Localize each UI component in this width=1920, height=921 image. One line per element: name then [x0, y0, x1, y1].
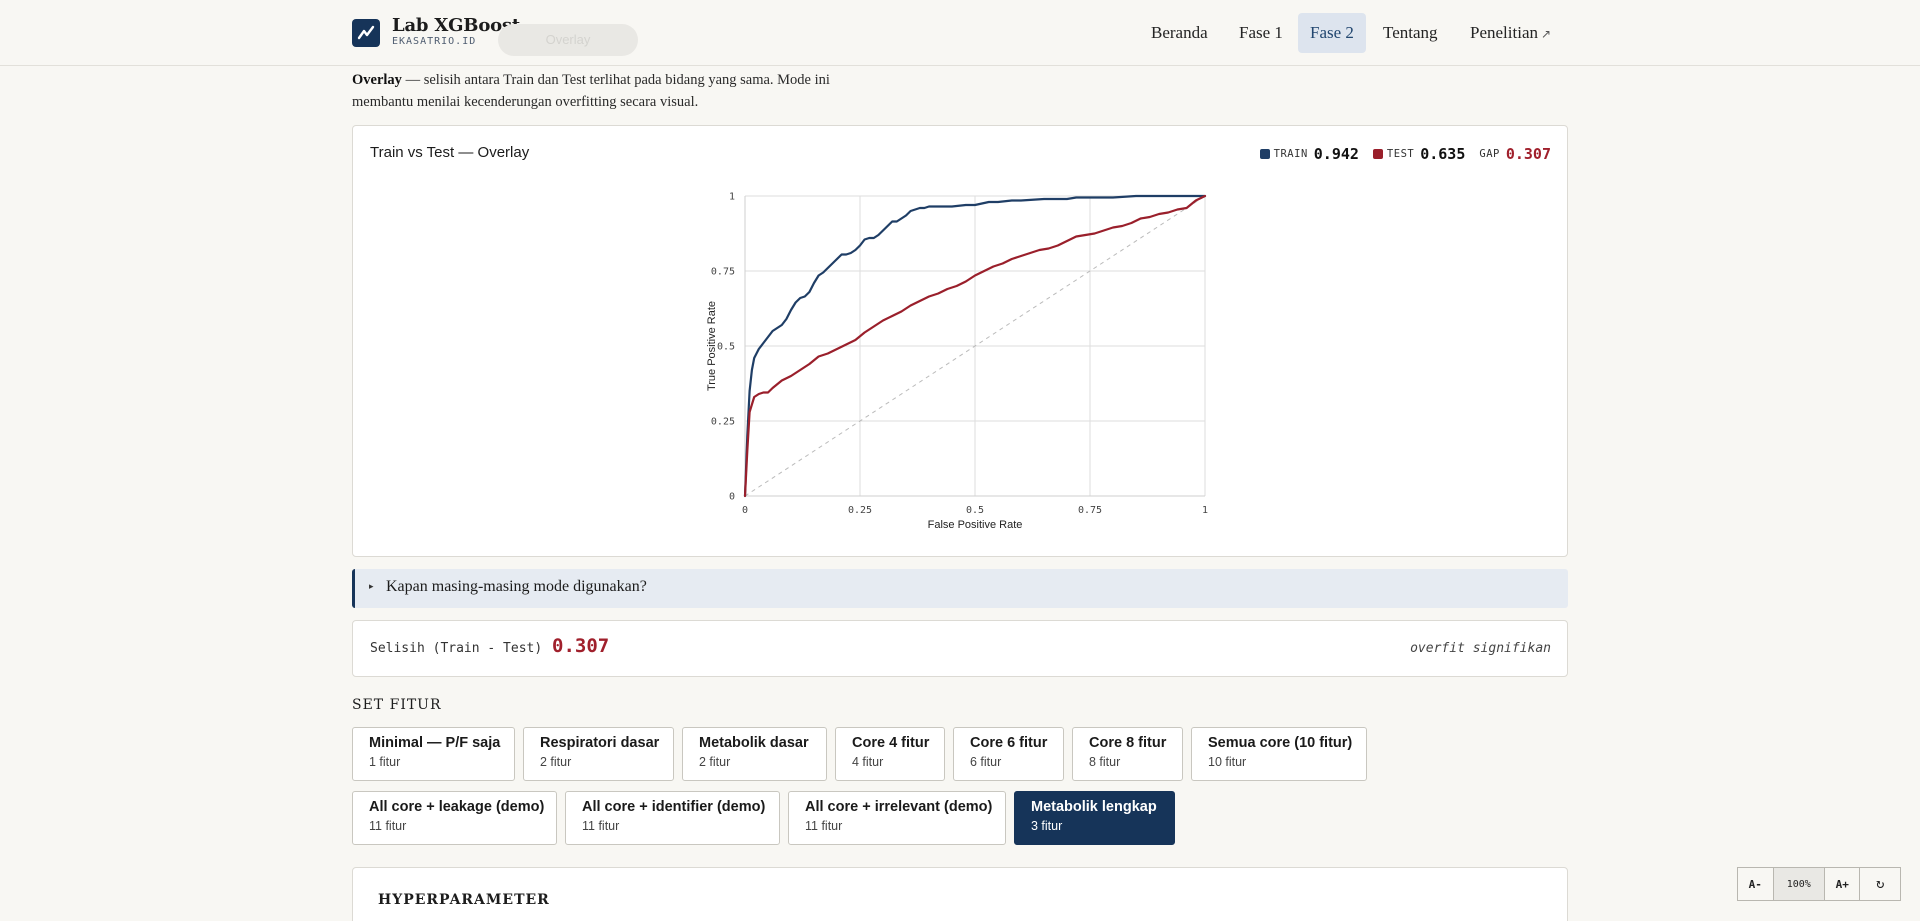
feature-set-name: All core + leakage (demo): [369, 799, 545, 815]
legend-test-key: TEST: [1386, 148, 1415, 160]
nav-item-tentang[interactable]: Tentang: [1383, 23, 1438, 42]
roc-chart-card: 0 0.25 0.5 0.75 1 0 0.25 0.5 0.75 1 False Positive…: [352, 125, 1568, 557]
feature-set-option[interactable]: All core + identifier (demo) 11 fitur: [565, 791, 780, 845]
feature-set-count: 2 fitur: [699, 755, 731, 769]
x-tick-label: 0: [742, 505, 748, 516]
legend-gap-value: 0.307: [1505, 145, 1551, 163]
hyperparameter-card: HYPERPARAMETER: [352, 867, 1568, 921]
feature-set-heading: SET FITUR: [352, 697, 442, 713]
brand-logo-icon[interactable]: [352, 19, 380, 47]
feature-set-option-selected[interactable]: Metabolik lengkap 3 fitur: [1014, 791, 1175, 845]
y-tick-label: 0.75: [711, 267, 735, 278]
feature-set-count: 11 fitur: [582, 819, 620, 833]
brand-name[interactable]: Lab XGBoost: [392, 15, 520, 36]
external-link-icon: ↗: [1540, 27, 1552, 41]
y-tick-label: 0.5: [717, 342, 735, 353]
hyperparameter-heading: HYPERPARAMETER: [378, 892, 550, 908]
top-navigation-bar: Lab XGBoost EKASATRIO.ID Overlay Beranda…: [0, 0, 1920, 66]
nav-item-fase-1[interactable]: Fase 1: [1239, 23, 1283, 42]
font-decrease-button[interactable]: A-: [1738, 868, 1774, 900]
x-tick-label: 0.25: [848, 505, 872, 516]
feature-set-count: 2 fitur: [540, 755, 572, 769]
feature-set-option[interactable]: Core 8 fitur 8 fitur: [1072, 727, 1183, 781]
feature-set-name: Metabolik dasar: [699, 735, 809, 751]
difference-value: 0.307: [552, 635, 610, 657]
legend-gap-key: GAP: [1479, 148, 1500, 160]
ghost-mode-pill: Overlay: [498, 24, 638, 56]
feature-set-name: Core 4 fitur: [852, 735, 930, 751]
feature-set-count: 11 fitur: [805, 819, 843, 833]
x-tick-label: 0.5: [966, 505, 984, 516]
feature-set-name: Metabolik lengkap: [1031, 799, 1157, 815]
disclosure-caret-icon: ▸: [369, 581, 374, 591]
overfit-status: overfit signifikan: [1410, 641, 1551, 656]
feature-set-option[interactable]: All core + leakage (demo) 11 fitur: [352, 791, 557, 845]
reset-icon[interactable]: ↻: [1876, 876, 1885, 892]
y-tick-label: 0.25: [711, 417, 735, 428]
feature-set-option[interactable]: Minimal — P/F saja 1 fitur: [352, 727, 515, 781]
legend-test-value: 0.635: [1420, 145, 1466, 163]
legend-train-key: TRAIN: [1273, 148, 1308, 160]
legend-train-value: 0.942: [1313, 145, 1359, 163]
feature-set-option[interactable]: All core + irrelevant (demo) 11 fitur: [788, 791, 1006, 845]
font-zoom-control: A- 100% A+ ↻: [1737, 867, 1901, 901]
mode-usage-disclosure[interactable]: ▸ Kapan masing-masing mode digunakan?: [352, 569, 1568, 608]
chance-diagonal-line: [744, 195, 1206, 497]
legend-swatch-train: [1259, 149, 1270, 159]
x-tick-label: 1: [1202, 505, 1208, 516]
legend-swatch-test: [1372, 149, 1383, 159]
feature-set-count: 8 fitur: [1089, 755, 1121, 769]
x-axis-label: False Positive Rate: [928, 519, 1023, 531]
feature-set-option[interactable]: Metabolik dasar 2 fitur: [682, 727, 827, 781]
brand-subtitle: EKASATRIO.ID: [392, 36, 477, 47]
feature-set-name: Core 8 fitur: [1089, 735, 1167, 751]
train-roc-curve: [743, 194, 1207, 498]
train-test-difference-card: Selisih (Train - Test) 0.307 overfit sig…: [352, 620, 1568, 677]
roc-chart: 0 0.25 0.5 0.75 1 0 0.25 0.5 0.75 1 False Positive…: [706, 192, 1208, 532]
feature-set-name: Respiratori dasar: [540, 735, 660, 751]
feature-set-option[interactable]: Core 4 fitur 4 fitur: [835, 727, 945, 781]
feature-set-count: 1 fitur: [369, 755, 401, 769]
y-tick-label: 0: [729, 492, 735, 503]
feature-set-option[interactable]: Core 6 fitur 6 fitur: [953, 727, 1064, 781]
y-tick-label: 1: [729, 192, 735, 203]
nav-item-penelitian[interactable]: Penelitian ↗: [1470, 23, 1552, 42]
feature-set-name: All core + identifier (demo): [582, 799, 766, 815]
mode-description-text: — selisih antara Train dan Test terlihat…: [352, 72, 830, 110]
x-tick-label: 0.75: [1078, 505, 1102, 516]
feature-set-count: 6 fitur: [970, 755, 1002, 769]
feature-set-count: 3 fitur: [1031, 819, 1063, 833]
font-zoom-level: 100%: [1773, 868, 1825, 900]
y-axis-label: True Positive Rate: [706, 301, 718, 391]
nav-item-fase-2[interactable]: Fase 2: [1298, 13, 1366, 53]
difference-label: Selisih (Train - Test): [370, 641, 543, 656]
feature-set-name: Minimal — P/F saja: [369, 735, 501, 751]
feature-set-name: Semua core (10 fitur): [1208, 735, 1353, 751]
mode-description: Overlay — selisih antara Train dan Test …: [352, 69, 852, 113]
test-roc-curve: [743, 194, 1207, 498]
feature-set-count: 10 fitur: [1208, 755, 1247, 769]
mode-name: Overlay: [352, 72, 402, 88]
feature-set-name: Core 6 fitur: [970, 735, 1048, 751]
nav-item-beranda[interactable]: Beranda: [1151, 23, 1208, 42]
feature-set-option[interactable]: Respiratori dasar 2 fitur: [523, 727, 674, 781]
feature-set-name: All core + irrelevant (demo): [805, 799, 993, 815]
feature-set-count: 4 fitur: [852, 755, 884, 769]
chart-title: Train vs Test — Overlay: [370, 144, 530, 161]
feature-set-option[interactable]: Semua core (10 fitur) 10 fitur: [1191, 727, 1367, 781]
font-increase-button[interactable]: A+: [1825, 868, 1861, 900]
feature-set-count: 11 fitur: [369, 819, 407, 833]
disclosure-label: Kapan masing-masing mode digunakan?: [386, 578, 647, 595]
chart-legend: TRAIN 0.942 TEST 0.635 GAP 0.307: [1259, 145, 1551, 163]
